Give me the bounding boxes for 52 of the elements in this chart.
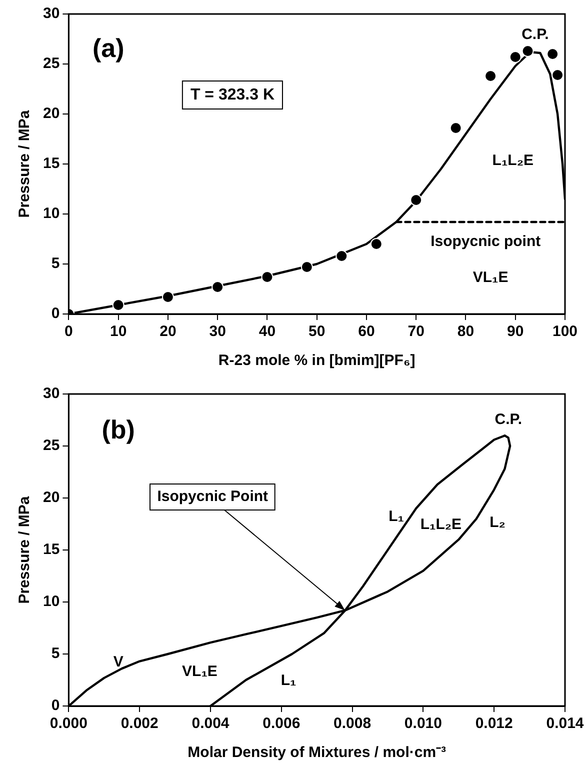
x-tick-label: 30 (209, 323, 226, 340)
x-axis-title: R-23 mole % in [bmim][PF₆] (218, 352, 416, 370)
annotation: T = 323.3 K (190, 86, 275, 104)
annotation: VL₁E (182, 662, 218, 680)
annotation: V (113, 653, 124, 670)
annotation: Isopycnic point (430, 233, 541, 250)
y-tick-label: 20 (42, 489, 60, 506)
y-tick-label: 0 (51, 305, 60, 322)
x-axis-title: Molar Density of Mixtures / mol·cm⁻³ (188, 744, 446, 762)
y-tick-label: 15 (42, 541, 60, 558)
x-tick-label: 0.012 (475, 715, 513, 732)
annotation: L₁L₂E (420, 516, 462, 534)
annotation: (a) (92, 33, 124, 64)
x-tick-label: 0.014 (546, 715, 584, 732)
x-tick-label: 80 (457, 323, 474, 340)
annotation: C.P. (522, 26, 549, 44)
x-tick-label: 60 (358, 323, 375, 340)
y-tick-label: 15 (42, 155, 60, 172)
x-tick-label: 70 (408, 323, 424, 340)
x-tick-label: 50 (308, 323, 326, 340)
annotation: L₁ (280, 672, 296, 690)
annotation: VL₁E (472, 269, 508, 286)
x-tick-label: 0.010 (404, 715, 442, 732)
annotation: L₂ (490, 514, 506, 531)
y-tick-label: 5 (51, 645, 60, 662)
annotation: L₁ (388, 508, 404, 525)
y-tick-label: 25 (42, 55, 60, 72)
x-tick-label: 90 (507, 323, 524, 340)
y-tick-label: 25 (42, 437, 60, 454)
x-tick-label: 0.004 (192, 715, 230, 732)
x-tick-label: 0 (64, 323, 73, 340)
x-tick-label: 0.008 (334, 715, 372, 732)
x-tick-label: 100 (552, 323, 578, 340)
y-axis-title: Pressure / MPa (16, 496, 34, 604)
y-axis-title: Pressure / MPa (16, 110, 34, 218)
x-tick-label: 0.006 (262, 715, 300, 732)
x-tick-label: 0.002 (120, 715, 158, 732)
x-tick-label: 10 (110, 323, 127, 340)
x-tick-label: 20 (160, 323, 176, 340)
x-tick-label: 40 (258, 323, 276, 340)
y-tick-label: 5 (51, 255, 60, 272)
y-tick-label: 30 (42, 5, 60, 22)
y-tick-label: 20 (42, 105, 60, 122)
y-tick-label: 30 (42, 385, 60, 402)
y-tick-label: 0 (51, 697, 60, 714)
annotation: C.P. (494, 411, 522, 428)
y-tick-label: 10 (42, 593, 60, 610)
y-tick-label: 10 (42, 205, 60, 222)
x-tick-label: 0.000 (50, 715, 88, 732)
annotation: L₁L₂E (492, 152, 534, 170)
annotation: (b) (102, 414, 135, 445)
annotation: Isopycnic Point (157, 488, 268, 506)
